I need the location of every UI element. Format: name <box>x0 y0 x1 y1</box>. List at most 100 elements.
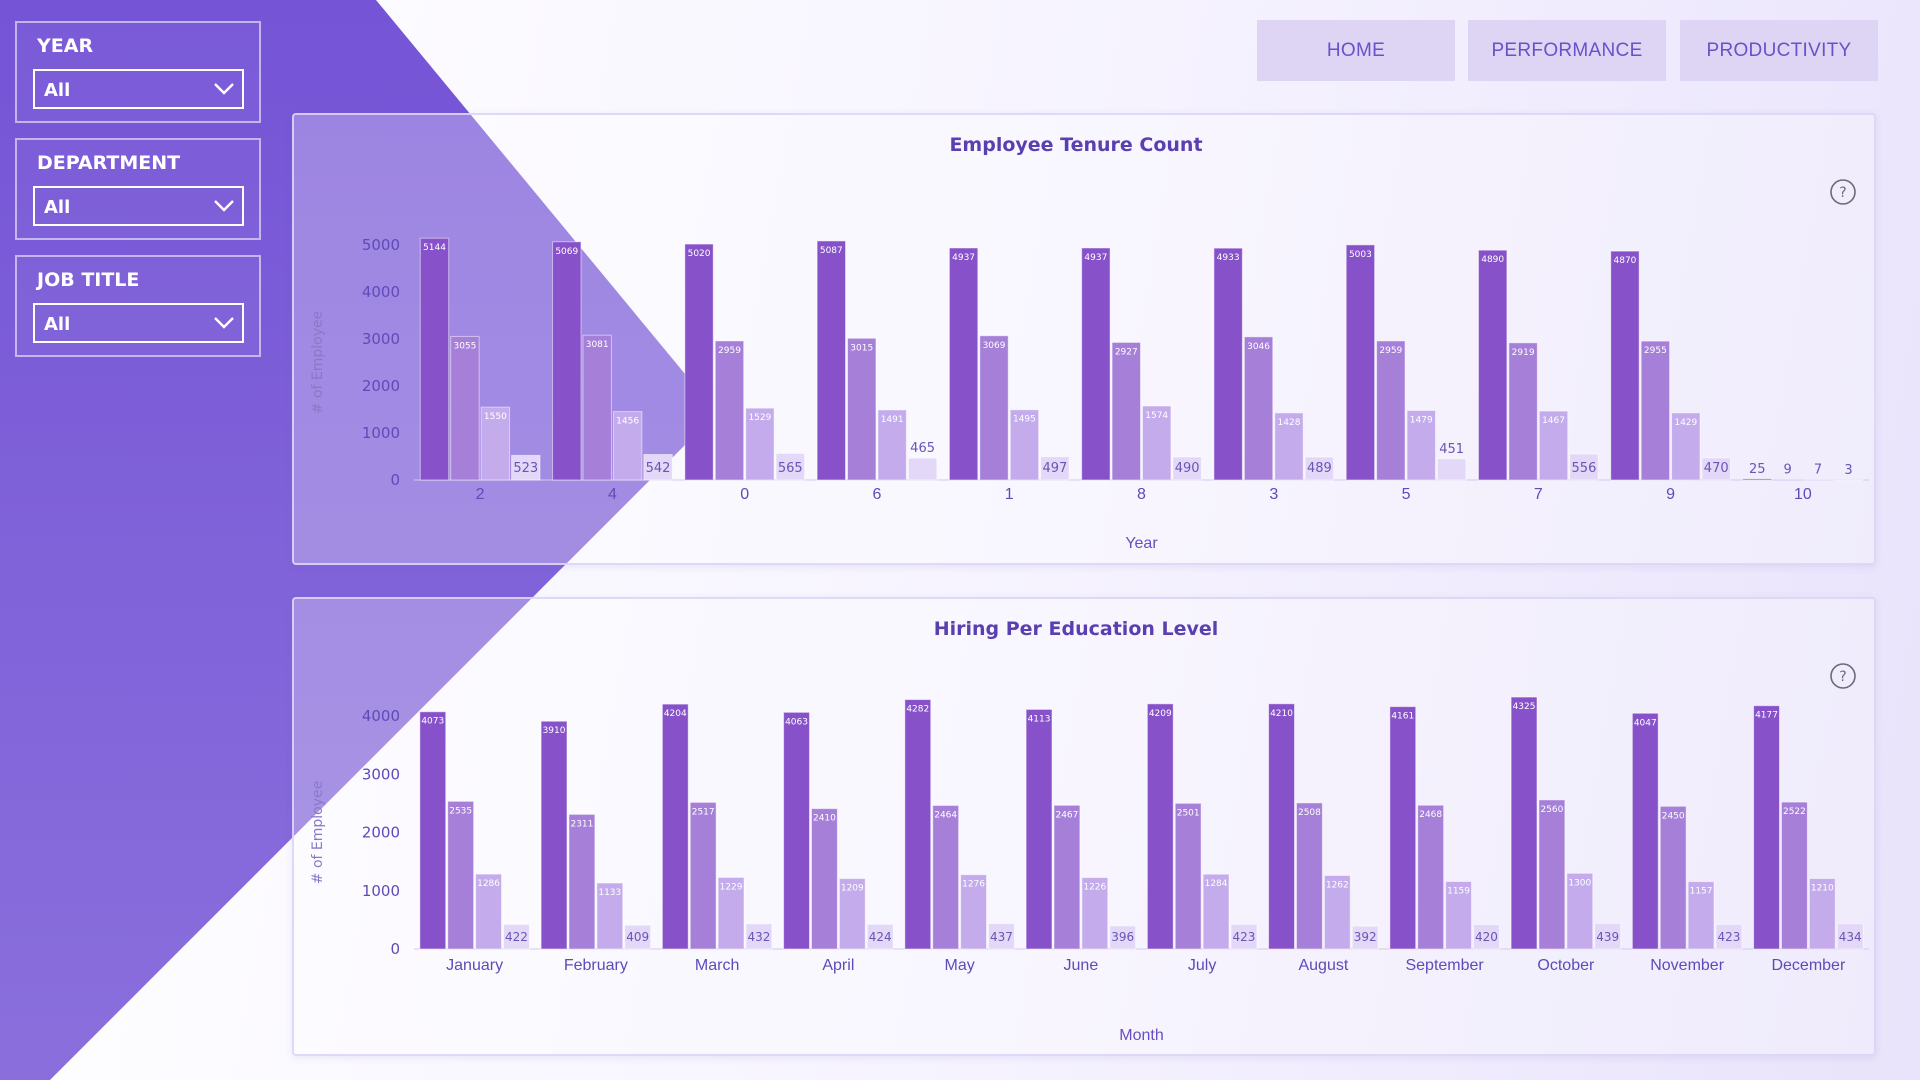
bar[interactable] <box>932 804 960 950</box>
bar[interactable] <box>480 406 511 481</box>
bar[interactable] <box>1389 706 1417 950</box>
bar[interactable] <box>1376 340 1406 481</box>
bar[interactable] <box>1172 456 1202 481</box>
bar[interactable] <box>1538 410 1569 481</box>
bar[interactable] <box>816 240 847 481</box>
bar[interactable] <box>1174 802 1202 950</box>
bar[interactable] <box>745 923 773 950</box>
bar[interactable] <box>1109 925 1137 950</box>
bar[interactable] <box>1417 804 1445 950</box>
bar[interactable] <box>1304 456 1335 481</box>
bar[interactable] <box>1142 405 1172 481</box>
bar[interactable] <box>582 334 612 481</box>
bar[interactable] <box>1274 412 1304 481</box>
bar[interactable] <box>847 337 877 481</box>
year-dropdown[interactable]: All <box>33 69 244 109</box>
bar[interactable] <box>1510 696 1538 950</box>
bar[interactable] <box>568 813 596 950</box>
department-dropdown[interactable]: All <box>33 186 244 226</box>
bar[interactable] <box>661 703 689 950</box>
bar[interactable] <box>907 457 938 481</box>
job-title-dropdown[interactable]: All <box>33 303 244 343</box>
bar[interactable] <box>1040 456 1070 481</box>
bar[interactable] <box>1566 872 1594 950</box>
bar[interactable] <box>1701 457 1731 481</box>
bar[interactable] <box>511 454 541 481</box>
bar[interactable] <box>1569 453 1599 481</box>
bar[interactable] <box>877 409 907 481</box>
bar[interactable] <box>643 454 673 481</box>
home-button[interactable]: HOME <box>1257 20 1455 81</box>
bar[interactable] <box>1268 703 1295 950</box>
bar[interactable] <box>1477 249 1508 481</box>
bar[interactable] <box>775 452 806 481</box>
bar[interactable] <box>450 335 480 481</box>
bar[interactable] <box>1631 712 1659 950</box>
bar[interactable] <box>1230 923 1258 950</box>
bar[interactable] <box>1594 922 1622 950</box>
bar[interactable] <box>948 247 979 481</box>
bar[interactable] <box>1351 925 1379 950</box>
bar[interactable] <box>1202 873 1230 950</box>
bar[interactable] <box>838 878 866 950</box>
bar[interactable] <box>552 241 582 481</box>
bar[interactable] <box>1146 703 1174 950</box>
bar[interactable] <box>1640 340 1671 481</box>
performance-button[interactable]: PERFORMANCE <box>1468 20 1666 81</box>
bar[interactable] <box>1445 880 1473 950</box>
bar[interactable] <box>1803 479 1833 482</box>
bar[interactable] <box>866 923 894 950</box>
bar[interactable] <box>540 720 568 950</box>
bar[interactable] <box>904 699 932 950</box>
help-circle-icon[interactable]: ? <box>1830 663 1856 689</box>
help-circle-icon[interactable]: ? <box>1830 179 1856 205</box>
bar[interactable] <box>1081 877 1109 950</box>
bar[interactable] <box>1473 924 1500 950</box>
bar[interactable] <box>1772 479 1803 482</box>
bar[interactable] <box>503 923 530 950</box>
bar[interactable] <box>1671 412 1701 481</box>
bar[interactable] <box>783 711 810 950</box>
bar[interactable] <box>1345 244 1376 481</box>
bar[interactable] <box>1753 705 1780 950</box>
bar[interactable] <box>624 924 652 950</box>
bar[interactable] <box>1833 479 1864 482</box>
bar[interactable] <box>1213 247 1243 481</box>
bar[interactable] <box>684 243 714 481</box>
bar[interactable] <box>689 801 717 950</box>
bar[interactable] <box>419 711 447 950</box>
bar[interactable] <box>1436 458 1467 481</box>
bar[interactable] <box>1053 804 1081 950</box>
bar[interactable] <box>1323 874 1351 950</box>
bar[interactable] <box>1808 878 1836 950</box>
bar[interactable] <box>979 335 1009 481</box>
bar[interactable] <box>1081 247 1111 481</box>
bar[interactable] <box>960 874 988 950</box>
bar[interactable] <box>714 340 745 481</box>
bar[interactable] <box>1836 923 1864 950</box>
bar[interactable] <box>1406 409 1436 481</box>
bar[interactable] <box>1295 802 1323 950</box>
bar[interactable] <box>745 407 775 481</box>
bar[interactable] <box>1508 342 1538 481</box>
bar[interactable] <box>1687 881 1715 950</box>
bar[interactable] <box>419 237 450 481</box>
bar[interactable] <box>988 923 1015 950</box>
bar[interactable] <box>475 873 503 950</box>
bar[interactable] <box>1243 336 1274 481</box>
bar[interactable] <box>1715 923 1743 950</box>
bar[interactable] <box>1610 250 1640 481</box>
bar[interactable] <box>810 808 838 950</box>
bar[interactable] <box>612 411 643 481</box>
bar[interactable] <box>1111 341 1141 481</box>
bar[interactable] <box>1659 805 1687 950</box>
bar[interactable] <box>447 800 475 950</box>
bar[interactable] <box>1538 799 1566 950</box>
bar[interactable] <box>717 876 745 950</box>
bar[interactable] <box>1742 478 1772 481</box>
productivity-button[interactable]: PRODUCTIVITY <box>1680 20 1878 81</box>
bar[interactable] <box>1009 409 1040 481</box>
bar[interactable] <box>1025 708 1053 950</box>
bar[interactable] <box>596 882 624 950</box>
bar[interactable] <box>1780 801 1808 950</box>
